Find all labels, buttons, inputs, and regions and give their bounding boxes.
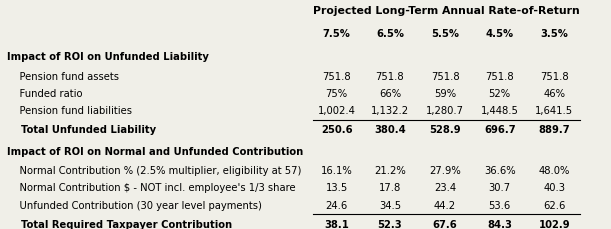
Text: Funded ratio: Funded ratio [7,89,83,99]
Text: Impact of ROI on Unfunded Liability: Impact of ROI on Unfunded Liability [7,52,209,62]
Text: 751.8: 751.8 [485,72,514,82]
Text: 5.5%: 5.5% [431,29,459,39]
Text: 16.1%: 16.1% [321,166,353,176]
Text: 23.4: 23.4 [434,183,456,193]
Text: 1,280.7: 1,280.7 [426,106,464,116]
Text: 34.5: 34.5 [379,201,401,210]
Text: 53.6: 53.6 [489,201,511,210]
Text: 44.2: 44.2 [434,201,456,210]
Text: 40.3: 40.3 [543,183,565,193]
Text: 3.5%: 3.5% [540,29,568,39]
Text: 889.7: 889.7 [538,125,570,136]
Text: 751.8: 751.8 [540,72,569,82]
Text: 30.7: 30.7 [489,183,511,193]
Text: 528.9: 528.9 [430,125,461,136]
Text: Unfunded Contribution (30 year level payments): Unfunded Contribution (30 year level pay… [7,201,262,210]
Text: 751.8: 751.8 [431,72,459,82]
Text: 21.2%: 21.2% [374,166,406,176]
Text: 6.5%: 6.5% [376,29,404,39]
Text: Normal Contribution $ - NOT incl. employee's 1/3 share: Normal Contribution $ - NOT incl. employ… [7,183,296,193]
Text: 66%: 66% [379,89,401,99]
Text: 696.7: 696.7 [484,125,516,136]
Text: Pension fund assets: Pension fund assets [7,72,119,82]
Text: 75%: 75% [326,89,348,99]
Text: Projected Long-Term Annual Rate-of-Return: Projected Long-Term Annual Rate-of-Retur… [313,6,580,16]
Text: 250.6: 250.6 [321,125,353,136]
Text: Total Required Taxpayer Contribution: Total Required Taxpayer Contribution [7,220,232,229]
Text: 1,132.2: 1,132.2 [371,106,409,116]
Text: 1,641.5: 1,641.5 [535,106,573,116]
Text: 46%: 46% [543,89,565,99]
Text: 27.9%: 27.9% [430,166,461,176]
Text: 4.5%: 4.5% [486,29,514,39]
Text: 38.1: 38.1 [324,220,349,229]
Text: 62.6: 62.6 [543,201,565,210]
Text: 52%: 52% [489,89,511,99]
Text: 84.3: 84.3 [487,220,512,229]
Text: 17.8: 17.8 [379,183,401,193]
Text: Pension fund liabilities: Pension fund liabilities [7,106,133,116]
Text: 751.8: 751.8 [322,72,351,82]
Text: 380.4: 380.4 [374,125,406,136]
Text: Normal Contribution % (2.5% multiplier, eligibility at 57): Normal Contribution % (2.5% multiplier, … [7,166,302,176]
Text: 52.3: 52.3 [378,220,402,229]
Text: 13.5: 13.5 [326,183,348,193]
Text: Total Unfunded Liability: Total Unfunded Liability [7,125,156,136]
Text: 751.8: 751.8 [376,72,404,82]
Text: 1,002.4: 1,002.4 [318,106,356,116]
Text: 24.6: 24.6 [326,201,348,210]
Text: 48.0%: 48.0% [538,166,570,176]
Text: 1,448.5: 1,448.5 [481,106,519,116]
Text: 7.5%: 7.5% [323,29,351,39]
Text: 67.6: 67.6 [433,220,458,229]
Text: 102.9: 102.9 [538,220,570,229]
Text: 36.6%: 36.6% [484,166,516,176]
Text: Impact of ROI on Normal and Unfunded Contribution: Impact of ROI on Normal and Unfunded Con… [7,147,304,157]
Text: 59%: 59% [434,89,456,99]
